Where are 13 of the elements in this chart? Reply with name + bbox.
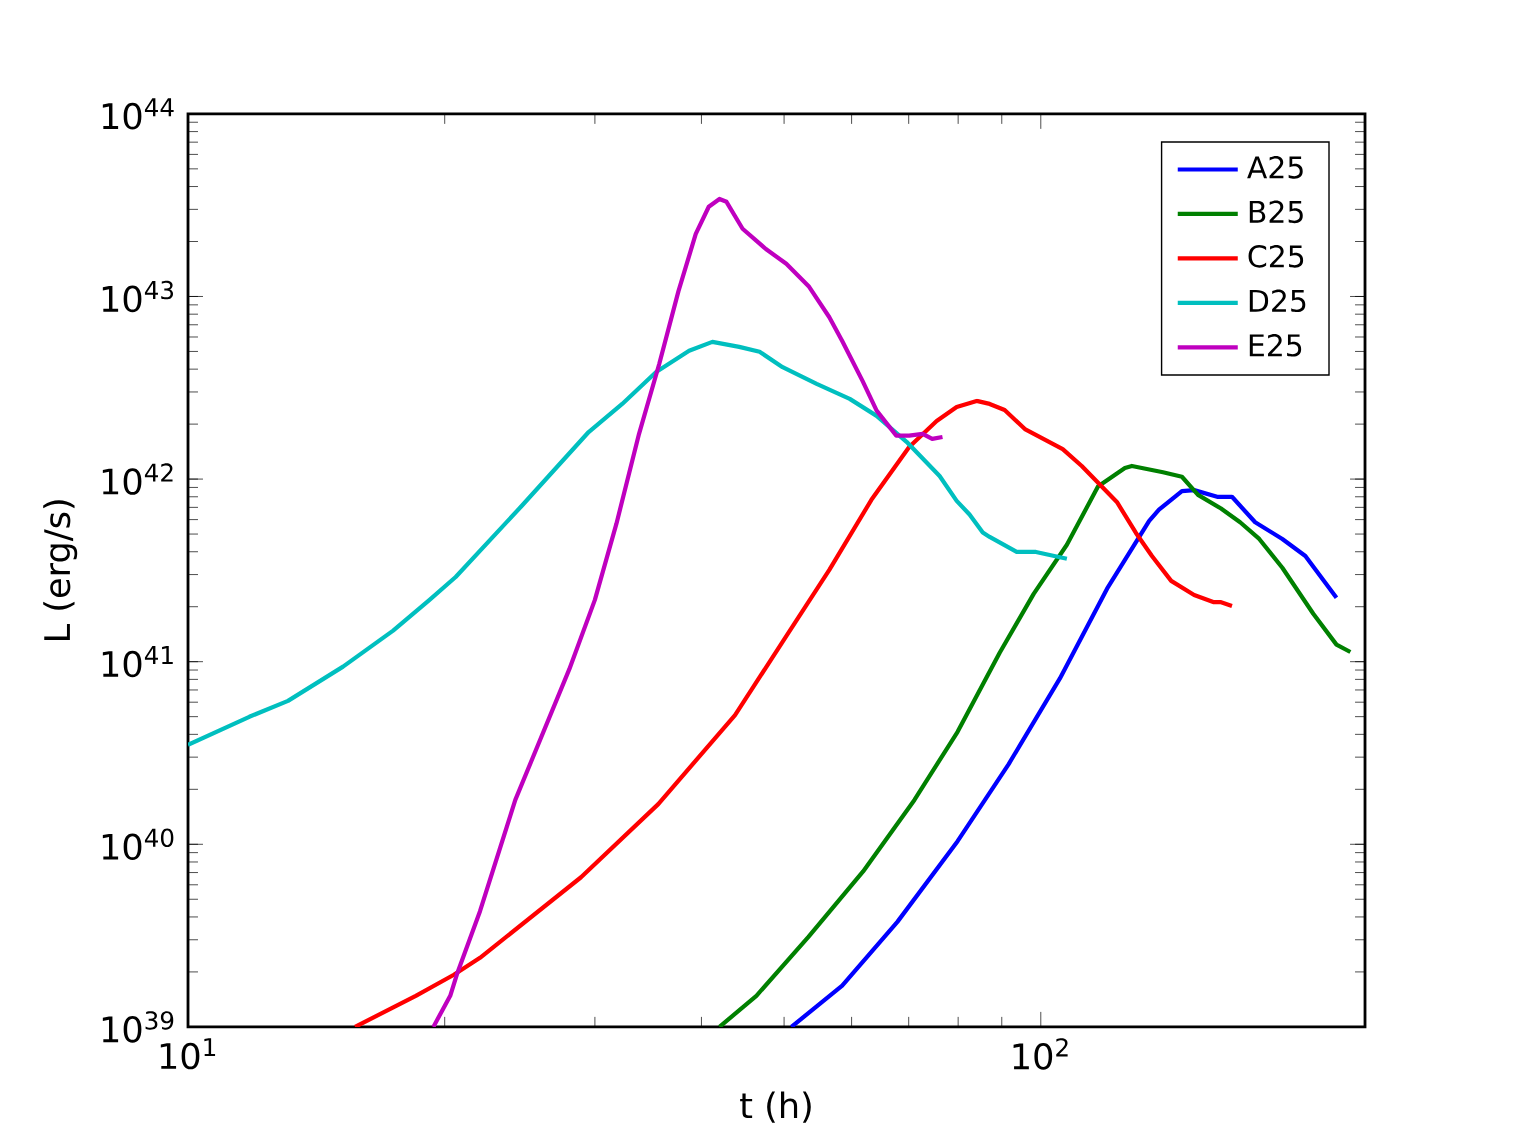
y-axis-title: L (erg/s) <box>43 500 78 640</box>
y-tick-label: 10$^{43}$ <box>102 280 174 313</box>
y-tick-label: 10$^{41}$ <box>102 646 173 678</box>
y-tick-label: 10$^{44}$ <box>102 98 174 130</box>
x-tick-label: 10$^{2}$ <box>1013 1038 1068 1070</box>
y-tick-label: 10$^{42}$ <box>102 463 173 495</box>
legend-label: D25 <box>1249 289 1306 313</box>
legend-label: C25 <box>1248 245 1304 268</box>
legend-label: B25 <box>1249 200 1303 224</box>
legend-label: A25 <box>1247 156 1303 179</box>
legend-label: E25 <box>1249 334 1302 357</box>
y-tick-label: 10$^{40}$ <box>102 828 174 861</box>
x-axis-title: t (h) <box>740 1091 811 1123</box>
